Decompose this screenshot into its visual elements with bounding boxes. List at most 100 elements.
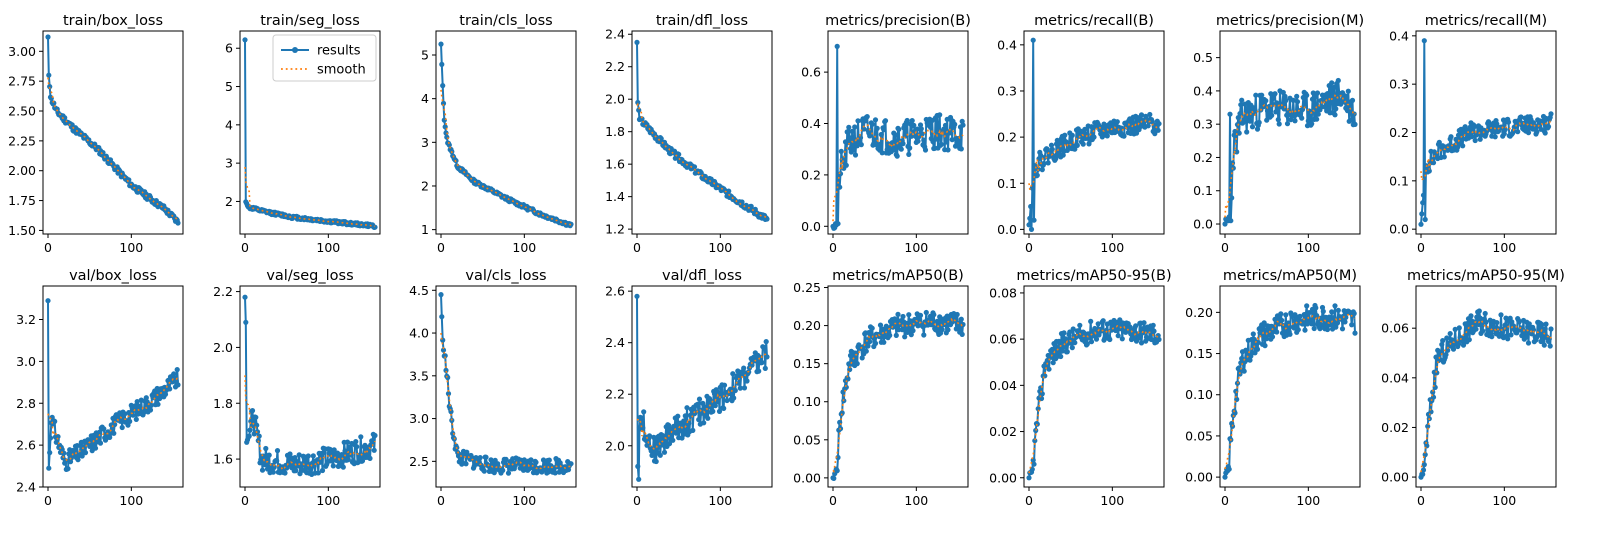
y-tick-label: 0.4: [1193, 83, 1213, 98]
results-point: [255, 438, 261, 444]
smooth-line: [1028, 324, 1160, 474]
y-tick-label: 0.06: [989, 332, 1017, 347]
results-point: [62, 458, 69, 464]
results-point: [1058, 353, 1064, 360]
results-point: [262, 462, 268, 468]
axes-frame: [1023, 30, 1165, 235]
smooth-line: [832, 317, 964, 473]
results-point: [710, 408, 716, 414]
results-point: [1299, 115, 1305, 121]
results-point: [369, 438, 376, 444]
results-point: [844, 129, 850, 135]
subplot-8: metrics/recall(M) 0 100 0.0 0.1 0.2 0.3 0.4: [1389, 13, 1557, 255]
results-point: [1439, 341, 1445, 348]
results-point: [1466, 337, 1472, 343]
results-point: [568, 221, 574, 227]
results-point: [1091, 134, 1097, 140]
results-point: [695, 401, 701, 407]
y-tick-label: 2.50: [8, 104, 36, 119]
y-tick-label: 1.8: [605, 124, 625, 139]
results-point: [845, 376, 851, 382]
subplot-9: val/box_loss 0 100 2.4 2.6 2.8 3.0 3.2: [16, 268, 184, 508]
y-tick-label: 0.25: [793, 280, 821, 295]
x-tick-label: 100: [1100, 240, 1124, 255]
results-point: [1239, 97, 1245, 103]
x-tick-label: 0: [633, 493, 641, 508]
results-point: [1294, 93, 1300, 99]
results-point: [1498, 312, 1504, 318]
results-point: [1151, 328, 1157, 334]
results-point: [716, 408, 723, 414]
results-point: [1536, 332, 1542, 338]
results-point: [835, 454, 841, 461]
results-point: [837, 419, 843, 425]
results-point: [1309, 321, 1315, 327]
results-point: [1468, 313, 1474, 319]
results-point: [122, 411, 128, 417]
results-point: [639, 116, 645, 122]
results-point: [911, 122, 917, 128]
results-point: [1460, 342, 1467, 348]
results-point: [1539, 321, 1545, 328]
results-point: [1027, 215, 1033, 221]
results-point: [175, 382, 181, 388]
results-point: [442, 353, 448, 359]
results-point: [1292, 312, 1298, 318]
smooth-line: [1224, 312, 1356, 470]
results-point: [1156, 336, 1162, 343]
results-point: [1302, 327, 1308, 333]
results-point: [528, 457, 534, 463]
results-point: [505, 470, 512, 476]
results-point: [1145, 123, 1151, 129]
results-point: [134, 399, 140, 405]
y-tick-label: 0.04: [989, 378, 1017, 393]
x-tick-label: 0: [44, 493, 52, 508]
y-tick-label: 3.00: [8, 44, 36, 59]
results-point: [1541, 342, 1547, 348]
results-point: [1335, 77, 1341, 84]
y-tick-label: 0.00: [793, 470, 821, 485]
results-point: [954, 311, 960, 318]
results-point: [921, 137, 927, 143]
results-point: [1304, 303, 1310, 309]
y-tick-label: 0.10: [793, 394, 821, 409]
results-point: [107, 434, 113, 440]
results-point: [1232, 410, 1238, 416]
results-point: [1084, 341, 1090, 347]
results-point: [1422, 216, 1428, 223]
results-point: [446, 142, 452, 148]
results-point: [959, 331, 965, 337]
results-point: [1284, 121, 1291, 127]
results-point: [248, 418, 254, 424]
y-tick-label: 0.00: [1381, 470, 1409, 485]
results-point: [1311, 325, 1317, 332]
results-point: [867, 133, 873, 139]
results-point: [648, 448, 654, 454]
y-tick-label: 0.2: [1193, 150, 1213, 165]
results-point: [730, 371, 736, 377]
results-point: [1476, 308, 1482, 314]
results-point: [1548, 111, 1554, 117]
results-point: [1452, 326, 1458, 332]
results-point: [1238, 102, 1244, 108]
results-point: [92, 445, 99, 451]
results-point: [481, 468, 487, 474]
results-line: [440, 294, 572, 475]
results-point: [1222, 221, 1228, 227]
results-point: [898, 146, 904, 152]
x-tick-label: 0: [829, 493, 837, 508]
results-point: [1273, 109, 1279, 115]
results-point: [834, 468, 840, 474]
results-point: [910, 328, 916, 334]
results-point: [1428, 409, 1434, 415]
results-point: [1494, 121, 1500, 127]
results-point: [1264, 117, 1270, 123]
results-point: [943, 139, 949, 145]
results-point: [1069, 345, 1075, 351]
results-point: [858, 142, 864, 148]
results-point: [845, 140, 851, 146]
y-tick-label: 0.02: [1381, 420, 1409, 435]
results-point: [1455, 132, 1462, 138]
results-point: [1050, 360, 1056, 366]
subplot-title: val/cls_loss: [465, 268, 546, 284]
